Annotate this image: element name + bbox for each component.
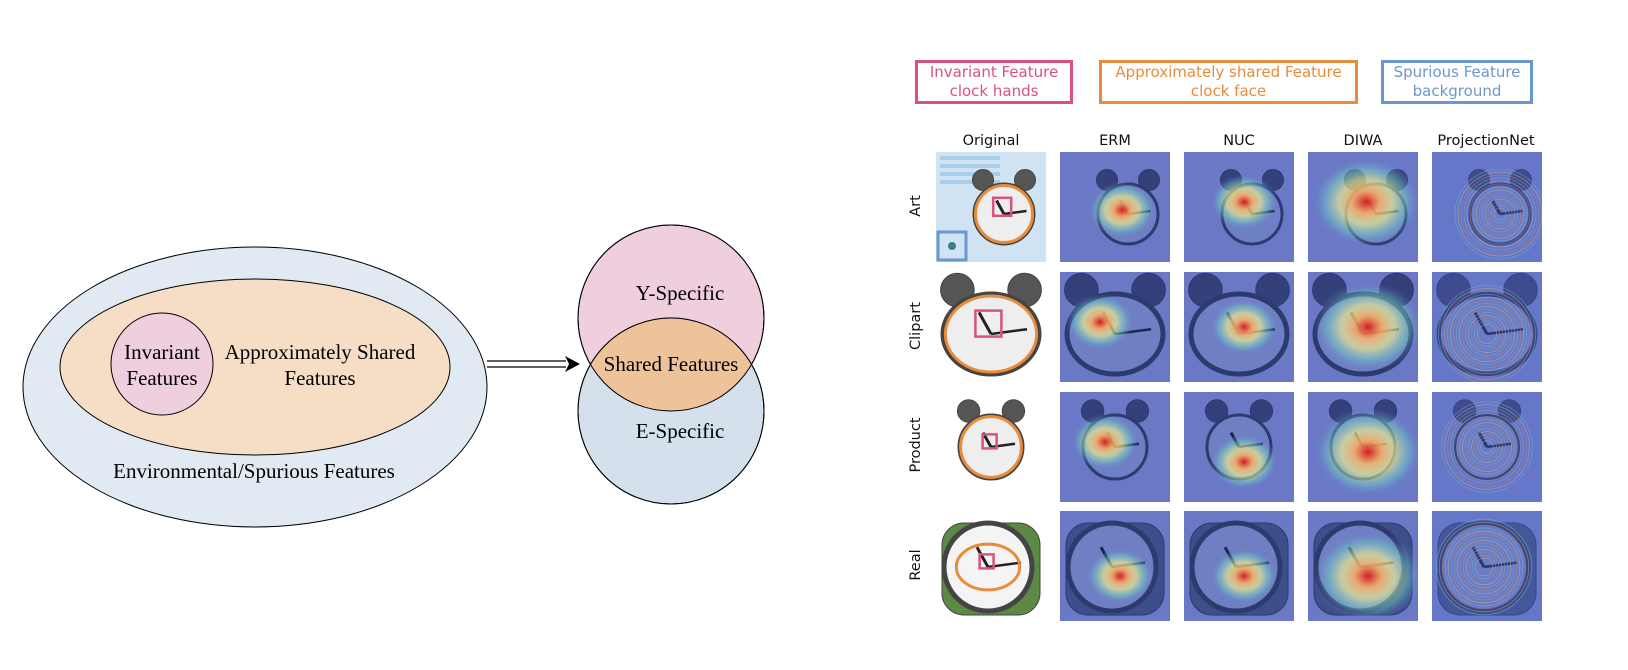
image-clipart-erm: [1060, 272, 1170, 382]
approx-label-line2: Features: [284, 366, 355, 390]
legend-approx-shared: Approximately shared Feature clock face: [1099, 60, 1358, 104]
image-art-erm: [1060, 152, 1170, 262]
column-header-erm: ERM: [1099, 133, 1131, 149]
legend-invariant: Invariant Feature clock hands: [915, 60, 1073, 104]
invariant-circle: [110, 312, 214, 416]
legend-approx-line2: clock face: [1190, 82, 1267, 100]
venn-top-outline: [577, 224, 765, 412]
y-specific-label: Y-Specific: [636, 281, 725, 305]
legend-invariant-line2: clock hands: [949, 82, 1039, 100]
row-header-product: Product: [908, 417, 924, 473]
image-real-projectionnet: [1432, 511, 1542, 621]
image-product-nuc: [1184, 392, 1294, 502]
legend-invariant-line1: Invariant Feature: [929, 63, 1059, 81]
arrowhead-icon: [565, 356, 580, 372]
column-header-diwa: DIWA: [1343, 133, 1383, 149]
image-real-erm: [1060, 511, 1170, 621]
image-real-original: [936, 511, 1046, 621]
approx-label-line1: Approximately Shared: [225, 340, 416, 364]
image-product-erm: [1060, 392, 1170, 502]
column-header-original: Original: [962, 133, 1020, 149]
image-product-diwa: [1308, 392, 1418, 502]
e-specific-label: E-Specific: [636, 419, 725, 443]
row-header-clipart: Clipart: [908, 302, 924, 350]
environmental-label: Environmental/Spurious Features: [113, 459, 395, 483]
legend-spurious-line1: Spurious Feature: [1393, 63, 1521, 81]
image-clipart-projectionnet: [1432, 272, 1542, 382]
venn-bottom-outline: [577, 317, 765, 505]
venn-overlap: [578, 318, 764, 411]
legend-spurious: Spurious Feature background: [1381, 60, 1533, 104]
invariant-label-line2: Features: [126, 366, 197, 390]
image-real-diwa: [1308, 511, 1418, 621]
invariant-label-line1: Invariant: [124, 340, 200, 364]
image-art-diwa: [1308, 152, 1418, 262]
legend-approx-line1: Approximately shared Feature: [1115, 63, 1342, 81]
column-header-nuc: NUC: [1223, 133, 1255, 149]
row-header-art: Art: [908, 195, 924, 217]
image-art-projectionnet: [1432, 152, 1542, 262]
column-header-projectionnet: ProjectionNet: [1437, 133, 1535, 149]
feature-diagram: Invariant Features Approximately Shared …: [22, 224, 765, 528]
image-art-nuc: [1184, 152, 1294, 262]
image-clipart-nuc: [1184, 272, 1294, 382]
image-clipart-diwa: [1308, 272, 1418, 382]
image-art-original: [936, 152, 1046, 262]
row-header-real: Real: [908, 549, 924, 581]
image-real-nuc: [1184, 511, 1294, 621]
image-product-original: [936, 392, 1046, 502]
image-clipart-original: [936, 272, 1046, 382]
shared-features-label: Shared Features: [604, 352, 739, 376]
image-product-projectionnet: [1432, 392, 1542, 502]
legend-spurious-line2: background: [1412, 82, 1502, 100]
